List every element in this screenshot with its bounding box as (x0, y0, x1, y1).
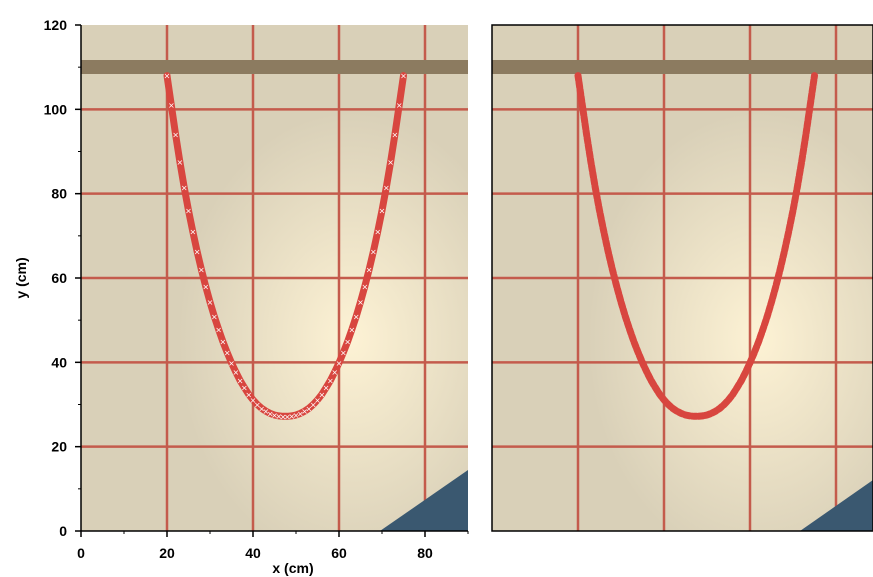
data-point-marker: × (314, 396, 321, 405)
support-rod-right (492, 60, 873, 74)
photo-shadow-object-right (800, 480, 873, 531)
hanging-chain-right (574, 72, 818, 420)
y-axis-title: y (cm) (13, 257, 29, 298)
y-tick-label: 0 (59, 523, 67, 539)
data-point-marker: × (202, 282, 209, 291)
data-point-marker: × (254, 401, 261, 410)
data-point-marker: × (392, 131, 399, 140)
board-grid (81, 25, 468, 531)
x-tick-label: 0 (77, 545, 85, 561)
x-axis-ticks: 0 20 40 60 80 (77, 531, 469, 561)
data-point-marker: × (237, 376, 244, 385)
data-point-marker: × (250, 396, 257, 405)
y-tick-label: 60 (51, 270, 67, 286)
data-point-marker: × (284, 412, 291, 421)
data-point-marker: × (288, 412, 295, 421)
data-point-marker: × (271, 411, 278, 420)
y-tick-label: 20 (51, 439, 67, 455)
x-tick-label: 40 (245, 545, 261, 561)
data-point-marker: × (357, 298, 364, 307)
data-point-marker: × (379, 207, 386, 216)
data-point-marker: × (224, 349, 231, 358)
axes: 0 20 40 60 80 0 20 40 60 80 100 120 x (cm) y (cm) (13, 17, 469, 576)
data-point-marker: × (185, 207, 192, 216)
photo-shadow-object (380, 470, 468, 531)
y-axis-ticks: 0 20 40 60 80 100 120 (44, 17, 81, 539)
data-point-marker: × (181, 183, 188, 192)
tracked-points: ××××××××××××××××××××××××××××××××××××××××… (164, 72, 407, 422)
data-point-marker: × (361, 282, 368, 291)
data-point-marker: × (164, 72, 171, 81)
data-point-marker: × (349, 325, 356, 334)
data-point-marker: × (353, 312, 360, 321)
left-photo-panel: ××××××××××××××××××××××××××××××××××××××××… (81, 25, 468, 531)
data-point-marker: × (400, 72, 407, 81)
y-tick-label: 120 (44, 17, 68, 33)
data-point-marker: × (327, 376, 334, 385)
data-point-marker: × (220, 338, 227, 347)
data-point-marker: × (387, 158, 394, 167)
y-tick-label: 80 (51, 186, 67, 202)
data-point-marker: × (263, 407, 270, 416)
data-point-marker: × (258, 404, 265, 413)
data-point-marker: × (374, 228, 381, 237)
data-point-marker: × (366, 266, 373, 275)
data-point-marker: × (168, 101, 175, 110)
data-point-marker: × (297, 409, 304, 418)
y-tick-label: 100 (44, 101, 68, 117)
data-point-marker: × (232, 368, 239, 377)
right-photo-panel (491, 24, 873, 532)
data-point-marker: × (275, 412, 282, 421)
data-point-marker: × (280, 412, 287, 421)
x-tick-label: 80 (417, 545, 433, 561)
data-point-marker: × (177, 158, 184, 167)
data-point-marker: × (344, 338, 351, 347)
board-grid-right (492, 25, 873, 531)
data-point-marker: × (336, 359, 343, 368)
data-point-marker: × (323, 384, 330, 393)
data-point-marker: × (301, 407, 308, 416)
data-point-marker: × (318, 390, 325, 399)
data-point-marker: × (331, 368, 338, 377)
data-point-marker: × (306, 404, 313, 413)
data-point-marker: × (340, 349, 347, 358)
data-point-marker: × (370, 247, 377, 256)
support-rod (81, 60, 468, 74)
data-point-marker: × (189, 228, 196, 237)
data-point-marker: × (267, 409, 274, 418)
data-point-marker: × (172, 131, 179, 140)
data-point-marker: × (228, 359, 235, 368)
data-point-marker: × (194, 247, 201, 256)
data-point-marker: × (241, 384, 248, 393)
data-point-marker: × (211, 312, 218, 321)
data-point-marker: × (198, 266, 205, 275)
data-point-marker: × (293, 411, 300, 420)
data-point-marker: × (245, 390, 252, 399)
data-point-marker: × (396, 101, 403, 110)
data-point-marker: × (310, 401, 317, 410)
x-axis-title: x (cm) (272, 560, 313, 576)
y-tick-label: 40 (51, 354, 67, 370)
data-point-marker: × (383, 183, 390, 192)
data-point-marker: × (215, 325, 222, 334)
hanging-chain (163, 72, 407, 420)
data-point-marker: × (207, 298, 214, 307)
x-tick-label: 20 (159, 545, 175, 561)
x-tick-label: 60 (331, 545, 347, 561)
